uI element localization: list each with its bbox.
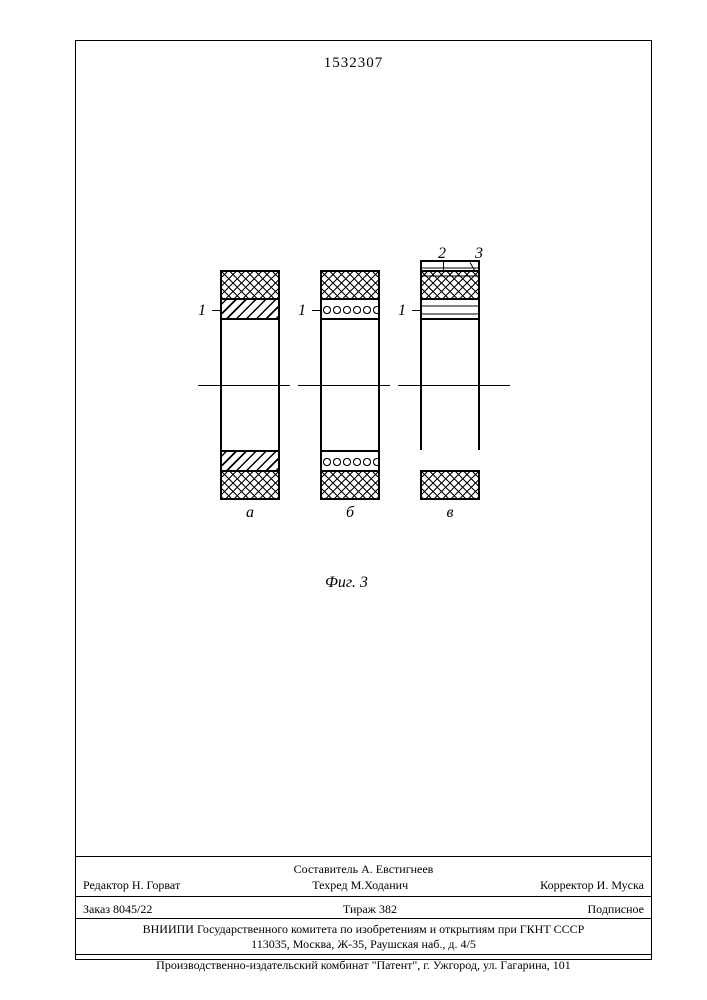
footer-org-block: ВНИИПИ Государственного комитета по изоб… xyxy=(75,922,652,952)
ref-label-1c: 1 xyxy=(398,302,406,320)
org-address: 113035, Москва, Ж-35, Раушская наб., д. … xyxy=(75,937,652,952)
ref-label-1a: 1 xyxy=(198,302,206,320)
corrector: Корректор И. Муска xyxy=(540,878,644,893)
leader-2 xyxy=(443,262,444,272)
footer-rule-1 xyxy=(75,856,652,857)
ring-variant-b: б 1 xyxy=(320,270,380,500)
band-top xyxy=(420,300,480,320)
org-name: ВНИИПИ Государственного комитета по изоб… xyxy=(75,922,652,937)
editor: Редактор Н. Горват xyxy=(83,878,180,893)
subscription: Подписное xyxy=(588,902,645,917)
sublabel-a: а xyxy=(246,504,254,522)
ref-label-1b: 1 xyxy=(298,302,306,320)
figure-3: а 1 б 1 в 1 2 3 Фиг. 3 xyxy=(220,270,520,550)
sublabel-b: б xyxy=(346,504,354,522)
band-bottom xyxy=(320,450,380,470)
leader-1c xyxy=(412,310,422,311)
centerline xyxy=(390,385,510,386)
ring-variant-a: а 1 xyxy=(220,270,280,500)
crosshatch-top xyxy=(320,270,380,300)
band-top xyxy=(320,300,380,320)
sublabel-c: в xyxy=(447,504,454,522)
footer-publisher: Производственно-издательский комбинат "П… xyxy=(75,958,652,973)
band-bottom xyxy=(220,450,280,470)
footer-order-row: Заказ 8045/22 Тираж 382 Подписное xyxy=(75,900,652,919)
crosshatch-bottom xyxy=(220,470,280,500)
ref-label-3: 3 xyxy=(475,245,483,263)
leader-1b xyxy=(312,310,322,311)
order-number: Заказ 8045/22 xyxy=(83,902,152,917)
footer-rule-3 xyxy=(75,918,652,919)
crosshatch-bottom xyxy=(420,470,480,500)
figure-caption: Фиг. 3 xyxy=(325,574,368,592)
tirage: Тираж 382 xyxy=(343,902,397,917)
techred: Техред М.Ходанич xyxy=(312,878,408,893)
publisher: Производственно-издательский комбинат "П… xyxy=(75,958,652,973)
footer-rule-4 xyxy=(75,954,652,955)
leader-1a xyxy=(212,310,222,311)
document-number: 1532307 xyxy=(324,55,384,72)
footer-rule-2 xyxy=(75,896,652,897)
ring-variant-c: в 1 2 3 xyxy=(420,270,480,500)
ref-label-2: 2 xyxy=(438,245,446,263)
crosshatch-bottom xyxy=(320,470,380,500)
band-top xyxy=(220,300,280,320)
footer-credits-row: Редактор Н. Горват Техред М.Ходанич Корр… xyxy=(75,876,652,895)
crosshatch-top xyxy=(220,270,280,300)
